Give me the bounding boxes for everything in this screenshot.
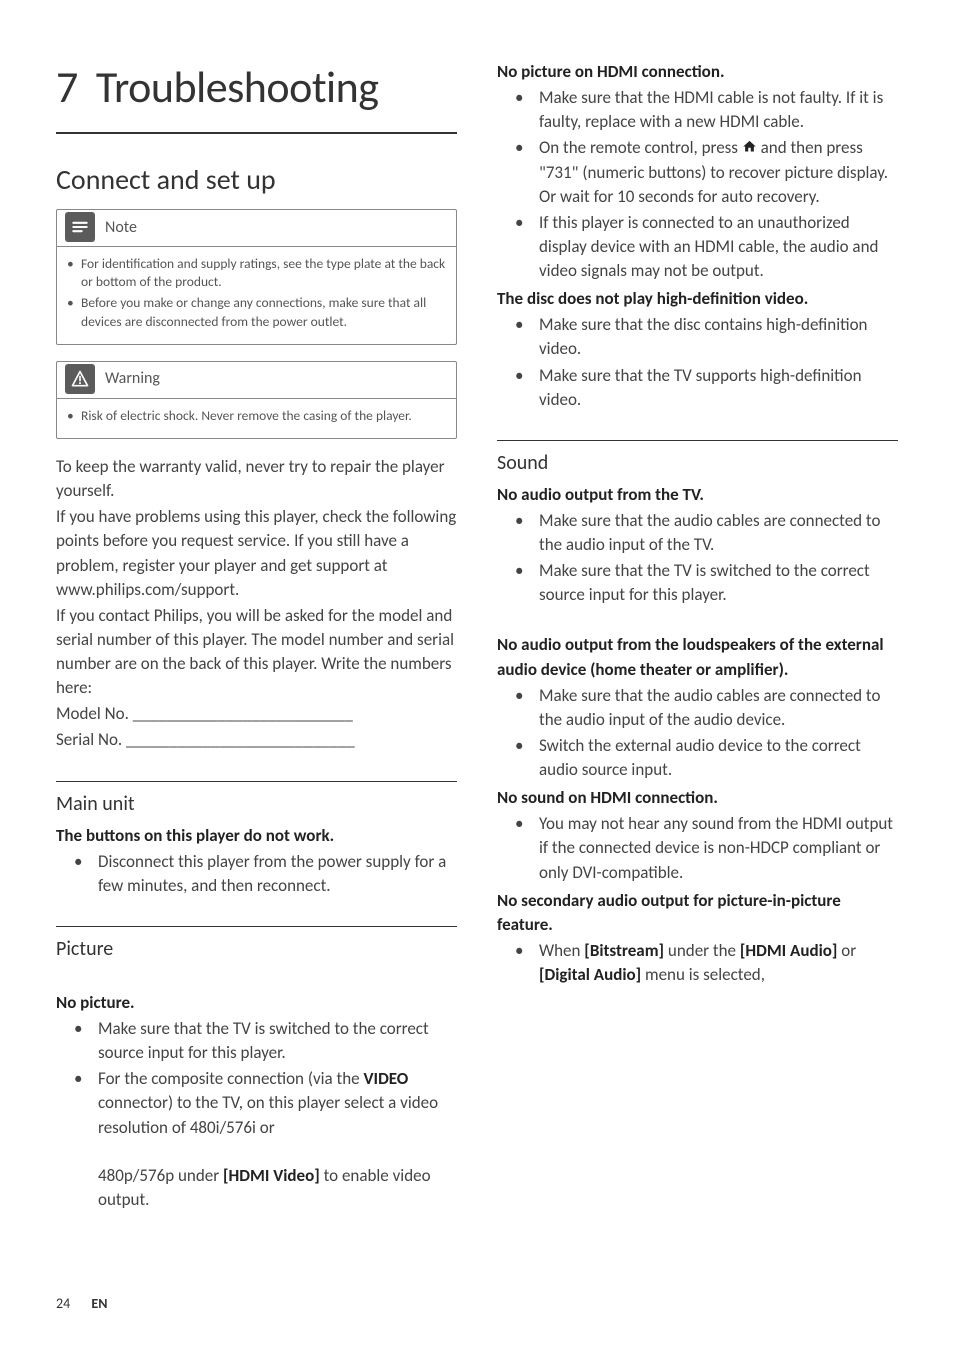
warning-title: Warning xyxy=(105,369,160,388)
list-item: Make sure that the TV is switched to the… xyxy=(56,1017,457,1065)
list-item: For the composite connection (via the VI… xyxy=(56,1067,457,1139)
warning-callout: Warning Risk of electric shock. Never re… xyxy=(56,361,457,439)
home-icon xyxy=(742,137,757,151)
issue-heading: No picture on HDMI connection. xyxy=(497,60,898,84)
list-item: Make sure that the audio cables are conn… xyxy=(497,509,898,557)
model-number-line: Model No. __________________________ xyxy=(56,702,457,726)
list-item: Make sure that the TV is switched to the… xyxy=(497,559,898,607)
note-item: For identification and supply ratings, s… xyxy=(67,255,446,291)
issue-heading: No audio output from the loudspeakers of… xyxy=(497,633,898,681)
list-item: Disconnect this player from the power su… xyxy=(56,850,457,898)
issue-heading: No picture. xyxy=(56,991,457,1015)
warning-icon xyxy=(65,364,95,394)
warranty-para: If you contact Philips, you will be aske… xyxy=(56,604,457,701)
issue-heading: The buttons on this player do not work. xyxy=(56,824,457,848)
issue-heading: The disc does not play high-definition v… xyxy=(497,287,898,311)
chapter-title-text: Troubleshooting xyxy=(96,60,379,114)
picture-q1-continuation: 480p/576p under [HDMI Video] to enable v… xyxy=(56,1164,457,1212)
main-unit-heading: Main unit xyxy=(56,792,457,816)
serial-number-line: Serial No. ___________________________ xyxy=(56,728,457,752)
page-number: 24 xyxy=(56,1295,70,1312)
page-lang: EN xyxy=(91,1295,107,1312)
chapter-rule xyxy=(56,132,457,134)
chapter-title: 7 Troubleshooting xyxy=(56,60,457,114)
list-item: On the remote control, press and then pr… xyxy=(497,136,898,208)
list-item: Switch the external audio device to the … xyxy=(497,734,898,782)
issue-heading: No audio output from the TV. xyxy=(497,483,898,507)
warranty-para: To keep the warranty valid, never try to… xyxy=(56,455,457,503)
list-item: Make sure that the audio cables are conn… xyxy=(497,684,898,732)
list-item: Make sure that the disc contains high-de… xyxy=(497,313,898,361)
note-callout: Note For identification and supply ratin… xyxy=(56,209,457,345)
list-item: Make sure that the TV supports high-defi… xyxy=(497,364,898,412)
page-footer: 24 EN xyxy=(56,1295,107,1312)
sound-heading: Sound xyxy=(497,451,898,475)
chapter-number: 7 xyxy=(56,60,78,114)
note-item: Before you make or change any connection… xyxy=(67,294,446,330)
warning-item: Risk of electric shock. Never remove the… xyxy=(67,407,446,425)
issue-heading: No secondary audio output for picture-in… xyxy=(497,889,898,937)
section-rule xyxy=(497,440,898,441)
section-rule xyxy=(56,926,457,927)
list-item: When [Bitstream] under the [HDMI Audio] … xyxy=(497,939,898,987)
issue-heading: No sound on HDMI connection. xyxy=(497,786,898,810)
section-rule xyxy=(56,781,457,782)
note-icon xyxy=(65,212,95,242)
picture-heading: Picture xyxy=(56,937,457,961)
list-item: Make sure that the HDMI cable is not fau… xyxy=(497,86,898,134)
note-title: Note xyxy=(105,218,137,237)
section-connect-heading: Connect and set up xyxy=(56,162,457,197)
list-item: You may not hear any sound from the HDMI… xyxy=(497,812,898,884)
list-item: If this player is connected to an unauth… xyxy=(497,211,898,283)
warranty-para: If you have problems using this player, … xyxy=(56,505,457,602)
